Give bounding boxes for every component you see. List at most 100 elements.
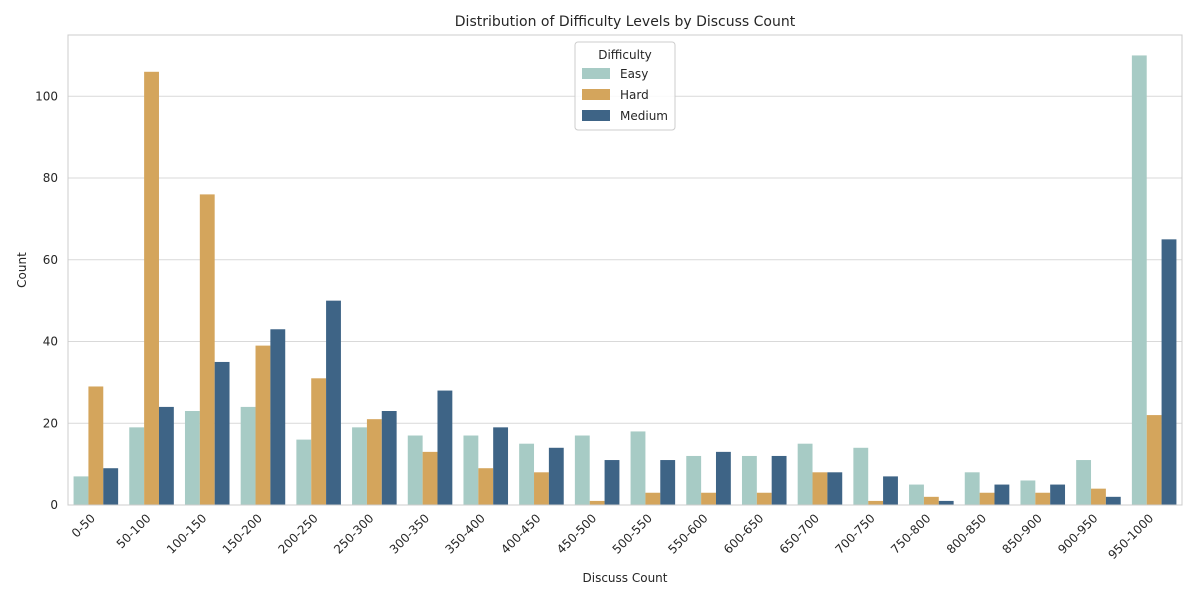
legend-title: Difficulty [598,48,652,62]
bar-easy-200-250 [296,439,312,505]
bar-medium-850-900 [1050,484,1066,505]
bar-easy-900-950 [1076,460,1092,505]
legend-box [574,41,676,131]
bars [73,55,1177,506]
x-tick-label: 700-750 [832,511,877,556]
bar-medium-300-350 [437,390,453,505]
x-tick-label: 450-500 [554,511,599,556]
bar-medium-100-150 [214,361,230,505]
legend-label-medium: Medium [620,109,668,123]
bar-easy-750-800 [909,484,924,505]
x-tick-label: 950-1000 [1106,511,1157,562]
legend-label-hard: Hard [620,88,649,102]
x-axis-title: Discuss Count [583,571,668,585]
bar-easy-0-50 [73,476,89,505]
bar-hard-350-400 [478,468,494,505]
bar-hard-600-650 [756,492,772,505]
x-tick-label: 0-50 [69,511,98,540]
x-tick-label: 650-700 [777,511,822,556]
bar-easy-700-750 [853,447,869,505]
x-tick-label: 50-100 [114,511,154,551]
bar-medium-750-800 [938,500,954,505]
y-tick-label: 80 [43,171,58,185]
plot-frame [67,34,1183,506]
bar-medium-600-650 [771,455,787,505]
bar-medium-950-1000 [1161,239,1177,505]
y-tick-label: 100 [35,89,58,103]
bar-medium-0-50 [103,468,119,505]
bar-hard-800-850 [979,492,995,505]
bar-easy-50-100 [129,427,145,505]
x-tick-label: 350-400 [443,511,488,556]
bar-medium-500-550 [660,460,676,505]
bar-hard-400-450 [534,472,549,505]
x-tick-labels: 0-50 50-100 100-150 150-200 200-250 250-300 30… [69,511,1156,562]
bar-easy-150-200 [240,406,256,505]
bar-easy-100-150 [184,411,200,505]
y-axis-title: Count [15,252,29,288]
bar-easy-400-450 [519,443,535,505]
x-tick-label: 900-950 [1055,511,1100,556]
bar-medium-800-850 [994,484,1010,505]
bar-easy-600-650 [741,455,757,505]
bar-hard-0-50 [88,386,104,505]
bar-easy-250-300 [352,427,367,505]
bar-hard-450-500 [589,500,605,505]
bar-medium-50-100 [158,406,174,505]
x-tick-label: 800-850 [944,511,989,556]
legend-swatch-hard [582,89,610,100]
grid-lines [68,95,1182,506]
x-tick-label: 500-550 [610,511,655,556]
bar-hard-950-1000 [1146,415,1162,505]
bar-hard-900-950 [1091,488,1106,505]
bar-hard-200-250 [311,378,327,505]
x-tick-label: 850-900 [1000,511,1045,556]
bar-easy-800-850 [964,472,980,505]
chart-title: Distribution of Difficulty Levels by Dis… [455,14,796,30]
legend-swatch-easy [582,68,610,79]
bar-medium-900-950 [1105,496,1121,505]
bar-medium-150-200 [270,329,286,505]
bar-easy-650-700 [797,443,813,505]
bar-hard-300-350 [422,451,438,505]
x-tick-label: 600-650 [721,511,766,556]
bar-hard-150-200 [255,345,271,505]
bar-medium-200-250 [326,300,341,505]
bar-easy-350-400 [463,435,479,505]
bar-hard-550-600 [701,492,716,505]
bar-easy-500-550 [630,431,646,505]
y-tick-label: 40 [43,335,58,349]
bar-easy-550-600 [686,455,702,505]
bar-easy-300-350 [407,435,423,505]
bar-easy-450-500 [574,435,590,505]
y-tick-label: 60 [43,253,58,267]
x-tick-label: 200-250 [275,511,320,556]
y-tick-label: 0 [50,498,58,512]
bar-medium-550-600 [715,451,731,505]
bar-medium-650-700 [827,472,843,505]
bar-hard-500-550 [645,492,661,505]
bar-hard-850-900 [1035,492,1051,505]
x-tick-label: 400-450 [498,511,543,556]
bar-easy-950-1000 [1131,55,1147,505]
bar-easy-850-900 [1020,480,1036,505]
bar-medium-700-750 [883,476,898,505]
x-tick-label: 100-150 [164,511,209,556]
bar-hard-100-150 [199,194,215,506]
bar-hard-250-300 [366,419,382,505]
x-tick-label: 550-600 [665,511,710,556]
legend-swatch-medium [582,110,610,121]
bar-medium-450-500 [604,460,620,505]
bar-hard-50-100 [144,71,159,506]
bar-hard-750-800 [923,496,939,505]
y-tick-label: 20 [43,416,58,430]
bar-hard-700-750 [868,500,884,505]
y-tick-labels: 0 20 40 60 80 100 [35,89,58,512]
legend: Difficulty Easy Hard Medium [574,41,676,131]
legend-items: Easy Hard Medium [582,67,668,123]
legend-label-easy: Easy [620,67,648,81]
x-tick-label: 300-350 [387,511,432,556]
bar-medium-400-450 [548,447,564,505]
x-tick-label: 150-200 [220,511,265,556]
